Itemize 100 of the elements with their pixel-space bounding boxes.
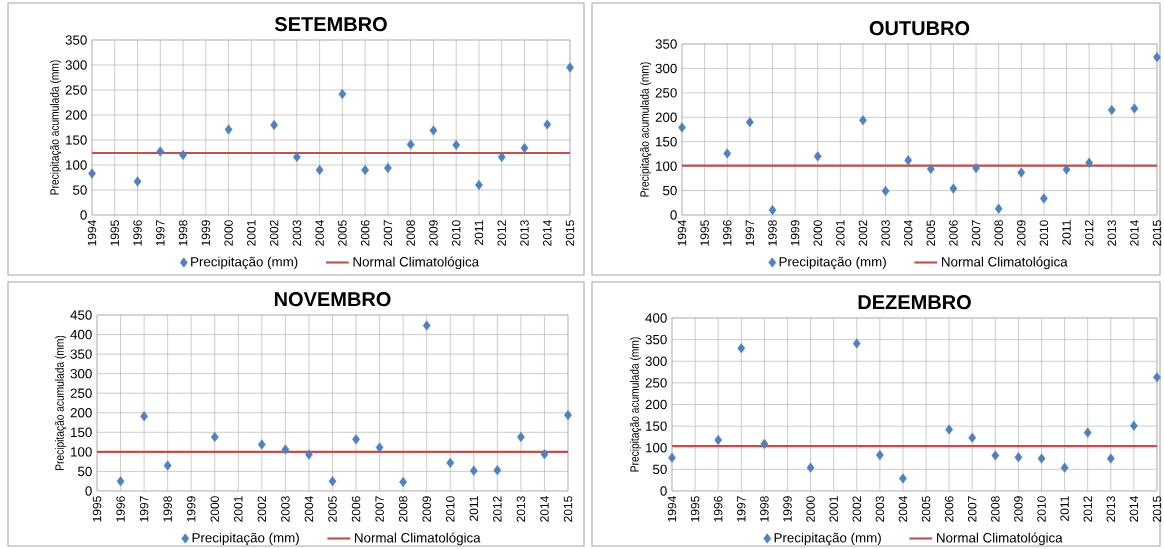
point [210,431,219,443]
legend-label: Precipitação (mm) [191,256,298,270]
x-tick-label: 1997 [737,496,746,522]
point [497,151,506,163]
point [338,88,347,100]
point [813,151,822,162]
point [1014,452,1023,463]
x-tick-label: 2013 [516,496,526,522]
x-tick-label: 2007 [383,220,393,246]
x-tick-label: 2007 [971,220,981,246]
point [116,476,125,487]
x-tick-label: 2005 [926,220,936,246]
point [859,115,867,126]
y-tick-label: 300 [70,368,92,379]
x-tick-label: 2015 [565,220,575,246]
x-tick-label: 2007 [375,496,384,522]
point [806,462,815,473]
point [768,205,777,216]
x-tick-label: 2014 [540,496,549,522]
x-tick-label: 2012 [1083,496,1092,522]
point [133,176,142,187]
x-tick-label: 2001 [829,496,838,522]
x-tick-label: 1995 [110,220,120,246]
x-tick-label: 2000 [806,496,815,522]
x-tick-label: 1998 [163,496,172,522]
x-tick-label: 2000 [224,220,233,246]
point [281,444,290,455]
y-tick-label: 100 [71,447,92,457]
x-tick-label: 2003 [292,220,302,246]
x-tick-label: 2002 [269,220,279,246]
x-tick-label: 2001 [247,220,256,246]
point [760,438,769,449]
point [972,163,980,174]
point [224,124,233,135]
x-tick-label: 2009 [1017,220,1026,246]
y-tick-label: 350 [645,334,667,345]
x-tick-label: 1996 [133,220,142,246]
x-tick-label: 2007 [967,496,977,522]
x-tick-label: 2011 [474,220,484,245]
y-tick-label: 350 [65,35,87,45]
x-tick-label: 2013 [1107,220,1117,246]
x-tick-label: 2015 [1152,496,1162,522]
y-tick-label: 250 [645,378,667,388]
point [949,183,958,194]
point [737,343,746,354]
x-tick-label: 2012 [497,220,506,246]
point [994,203,1003,214]
y-tick-label: 0 [85,486,92,496]
chart-title: DEZEMBRO [858,295,971,310]
x-tick-label: 2000 [813,220,822,246]
x-tick-label: 2010 [1039,220,1049,246]
x-tick-label: 1998 [768,220,777,246]
x-tick-label: 2011 [1060,496,1069,521]
x-tick-label: 1995 [700,220,709,246]
y-tick-label: 50 [653,464,667,475]
y-tick-label: 450 [70,310,92,320]
point [429,125,438,136]
point [469,465,478,476]
x-tick-label: 2011 [469,496,479,521]
y-tick-label: 200 [65,110,87,120]
x-tick-label: 2014 [542,220,552,246]
legend-label: Normal Climatológica [937,532,1063,546]
point [399,476,408,488]
y-tick-label: 200 [70,408,92,418]
point [493,465,502,476]
x-tick-label: 2001 [836,220,845,246]
point [446,457,455,468]
y-axis-title: Precipitação acumulada (mm) [629,337,642,472]
y-tick-label: 300 [655,63,677,74]
point [945,424,954,435]
legend-label: Normal Climatológica [353,256,480,270]
point [156,146,165,157]
point [520,142,529,154]
x-tick-label: 2012 [1084,220,1094,246]
point [852,338,861,349]
point [328,476,337,487]
point [1040,193,1048,204]
x-tick-label: 1995 [92,496,102,522]
point [257,439,266,450]
x-tick-label: 2009 [1014,496,1023,522]
y-tick-label: 250 [655,88,677,98]
point [315,164,324,176]
x-tick-label: 1995 [690,496,700,522]
y-tick-label: 0 [660,486,667,496]
x-tick-label: 1999 [186,496,196,522]
point [678,122,686,133]
point [163,460,172,471]
x-tick-label: 1997 [139,496,149,522]
x-tick-label: 1999 [790,220,800,246]
x-tick-label: 2006 [944,496,954,522]
y-tick-label: 0 [670,210,677,220]
y-tick-label: 50 [78,466,92,477]
y-tick-label: 400 [645,313,667,323]
y-tick-label: 250 [70,388,92,398]
x-tick-label: 2009 [422,496,431,522]
legend-label: Precipitação (mm) [192,532,299,546]
y-tick-label: 50 [73,185,87,195]
point [361,164,370,176]
x-tick-label: 1999 [201,220,211,246]
point [714,434,723,446]
